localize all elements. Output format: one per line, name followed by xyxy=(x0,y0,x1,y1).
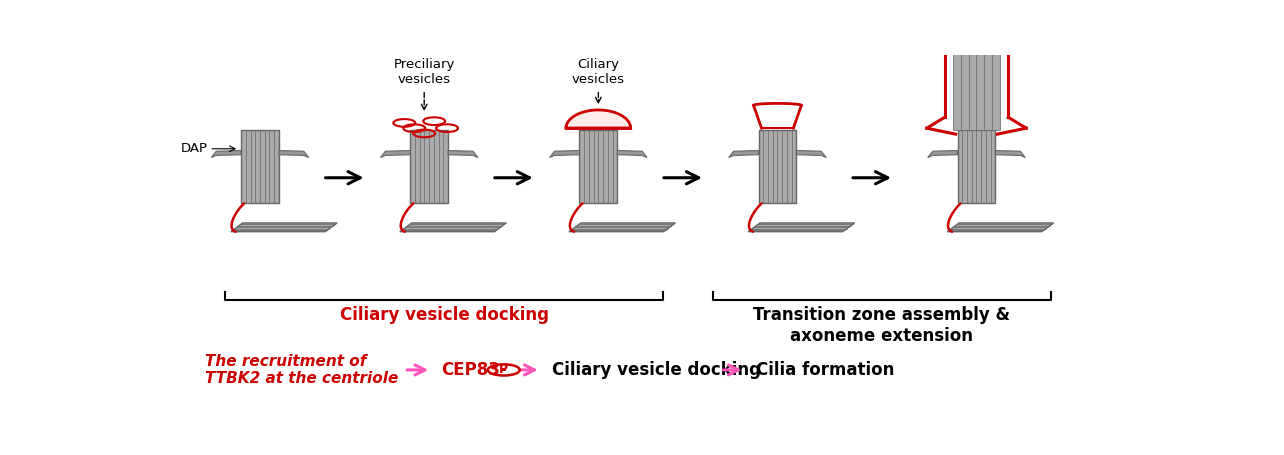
Text: Transition zone assembly &
axoneme extension: Transition zone assembly & axoneme exten… xyxy=(754,306,1011,345)
Polygon shape xyxy=(796,151,826,157)
Polygon shape xyxy=(566,110,630,128)
Polygon shape xyxy=(550,151,579,157)
Polygon shape xyxy=(579,130,618,203)
Text: Ciliary
vesicles: Ciliary vesicles xyxy=(571,58,625,86)
Polygon shape xyxy=(729,151,759,157)
Polygon shape xyxy=(241,130,279,203)
Polygon shape xyxy=(958,130,995,203)
Polygon shape xyxy=(928,151,958,157)
Polygon shape xyxy=(380,151,411,157)
Polygon shape xyxy=(279,151,308,157)
Text: Preciliary
vesicles: Preciliary vesicles xyxy=(393,58,455,86)
Text: DAP: DAP xyxy=(180,142,207,155)
Polygon shape xyxy=(953,17,1000,25)
Text: Ciliary vesicle docking: Ciliary vesicle docking xyxy=(552,361,760,379)
Text: The recruitment of
TTBK2 at the centriole: The recruitment of TTBK2 at the centriol… xyxy=(205,354,398,386)
Polygon shape xyxy=(948,223,1054,232)
Text: P: P xyxy=(499,364,508,376)
Polygon shape xyxy=(995,151,1025,157)
Text: Cilia formation: Cilia formation xyxy=(755,361,894,379)
Polygon shape xyxy=(448,151,478,157)
Text: CEP83-: CEP83- xyxy=(442,361,507,379)
Polygon shape xyxy=(759,130,796,203)
Polygon shape xyxy=(231,223,338,232)
Polygon shape xyxy=(212,151,241,157)
Polygon shape xyxy=(953,25,1000,130)
Polygon shape xyxy=(411,130,448,203)
Text: Ciliary vesicle docking: Ciliary vesicle docking xyxy=(339,306,548,324)
Polygon shape xyxy=(749,223,855,232)
Polygon shape xyxy=(399,223,506,232)
Polygon shape xyxy=(618,151,647,157)
Polygon shape xyxy=(569,223,675,232)
